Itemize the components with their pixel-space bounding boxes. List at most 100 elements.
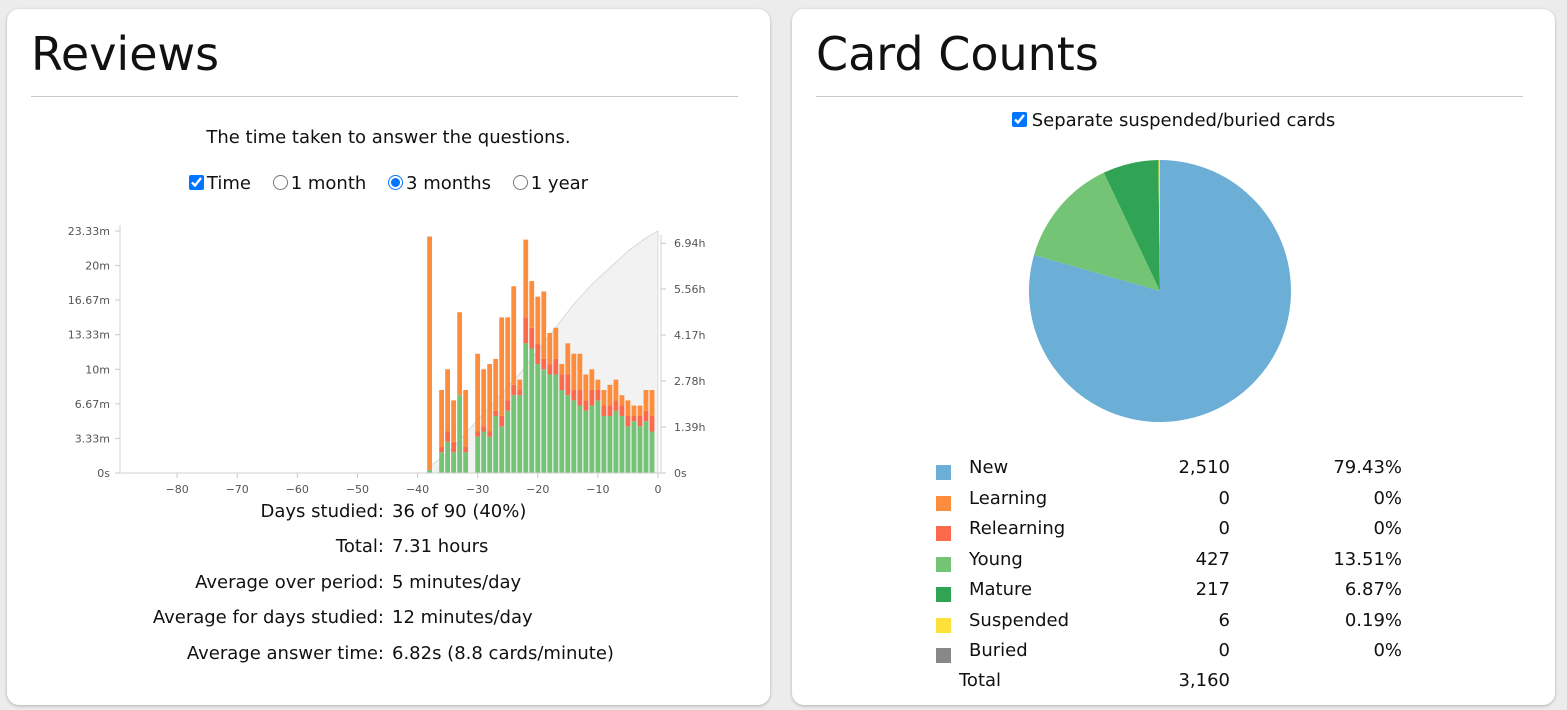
bar-segment [589,369,595,391]
legend-count: 2,510 [1178,457,1230,478]
pie-slice-suspended [1158,160,1160,291]
legend-swatch [936,465,951,480]
reviews-card: Reviews The time taken to answer the que… [7,9,770,705]
reviews-chart: 0s 3.33m 6.67m 10m 13.33m 16.67m 20m 23.33m 0s 1.… [68,225,705,496]
bar-segment [607,415,613,473]
stat-label: Average over period: [195,572,384,593]
bar-segment [631,415,637,422]
stat-average-days-studied: Average for days studied: 12 minutes/day [7,607,770,633]
legend-swatch [936,587,951,602]
bar-segment [475,431,481,437]
bar-segment [583,410,589,473]
bar-segment [643,410,649,422]
y2-tick-label: 0s [674,467,687,480]
bar-segment [529,281,535,328]
separate-checkbox[interactable] [1011,112,1027,127]
bar-segment [457,312,463,396]
time-toggle[interactable]: Time [188,173,251,194]
bar-segment [463,390,469,448]
card-counts-pie [1029,160,1291,422]
bar-segment [511,286,517,385]
bar-segment [631,405,637,416]
bar-segment [445,441,451,473]
bar-segment [499,426,505,473]
bar-segment [547,374,553,473]
bar-segment [529,327,535,349]
legend-label: Young [969,549,1023,570]
bar-segment [451,400,457,442]
legend-pct: 79.43% [1333,457,1402,478]
y2-tick-label: 5.56h [674,283,705,296]
y2-tick-label: 2.78h [674,375,705,388]
y-tick-label: 10m [85,363,110,376]
y-tick-label: 6.67m [75,398,110,411]
bar-segment [553,327,559,359]
legend-label: Mature [969,579,1033,600]
bar-segment [445,369,451,432]
bar-segment [529,348,535,473]
separate-toggle[interactable]: Separate suspended/buried cards [792,110,1555,131]
bar-segment [427,236,432,470]
reviews-subtitle: The time taken to answer the questions. [206,127,571,148]
range-1-year-radio[interactable] [512,175,528,190]
bar-segment [517,390,523,396]
bar-segment [481,431,487,473]
legend-row-buried: Buried 0 0% [932,640,1412,668]
y2-tick-label: 1.39h [674,421,705,434]
range-1-month-radio[interactable] [272,175,288,190]
bar-segment [541,369,547,473]
bar-segment [577,353,583,391]
bar-segment [619,395,625,406]
bar-segment [535,343,541,365]
range-3-months-radio[interactable] [388,175,404,190]
bar-segment [541,358,547,370]
legend-row-suspended: Suspended 6 0.19% [932,610,1412,638]
stat-average-answer-time: Average answer time: 6.82s (8.8 cards/min… [7,643,770,669]
bar-segment [547,364,553,375]
bar-segment [451,441,457,453]
bar-segment [649,431,655,473]
bar-segment [577,405,583,473]
bar-segment [613,400,619,411]
legend-row-learning: Learning 0 0% [932,488,1412,516]
y-tick-label: 16.67m [68,294,110,307]
time-checkbox[interactable] [188,175,204,190]
bar-segment [487,431,493,437]
total-label: Total [959,670,1002,691]
legend-count: 427 [1195,549,1230,570]
bar-segment [553,374,559,473]
bar-segment [475,353,481,432]
bar-segment [517,395,523,473]
legend-count: 217 [1195,579,1230,600]
bar-segment [487,364,493,432]
legend-swatch [936,526,951,541]
bar-segment [541,291,547,359]
stat-value: 36 of 90 (40%) [392,501,527,522]
bar-segment [517,379,523,391]
bar-segment [535,364,541,473]
range-3-months[interactable]: 3 months [388,173,491,194]
pie-slice-mature [1103,160,1160,291]
bar-segment [439,390,444,448]
bar-segment [595,390,601,401]
legend-label: Buried [969,640,1028,661]
bar-segment [595,400,601,473]
bar-segment [607,405,613,416]
stat-days-studied: Days studied: 36 of 90 (40%) [7,501,770,527]
bar-segment [601,405,607,416]
reviews-title: Reviews [31,27,220,81]
y2-tick-label: 4.17h [674,329,705,342]
stat-value: 5 minutes/day [392,572,522,593]
stat-value: 6.82s (8.8 cards/minute) [392,643,614,664]
bar-segment [547,332,553,365]
bar-segment [505,400,511,411]
bar-segment [487,436,493,473]
bar-segment [553,358,559,375]
bar-segment [463,452,469,473]
range-1-year[interactable]: 1 year [512,173,588,194]
bar-segment [565,395,571,473]
bar-segment [475,436,481,473]
bar-segment [601,390,607,406]
range-1-month[interactable]: 1 month [272,173,366,194]
x-tick-label: −60 [286,483,309,496]
